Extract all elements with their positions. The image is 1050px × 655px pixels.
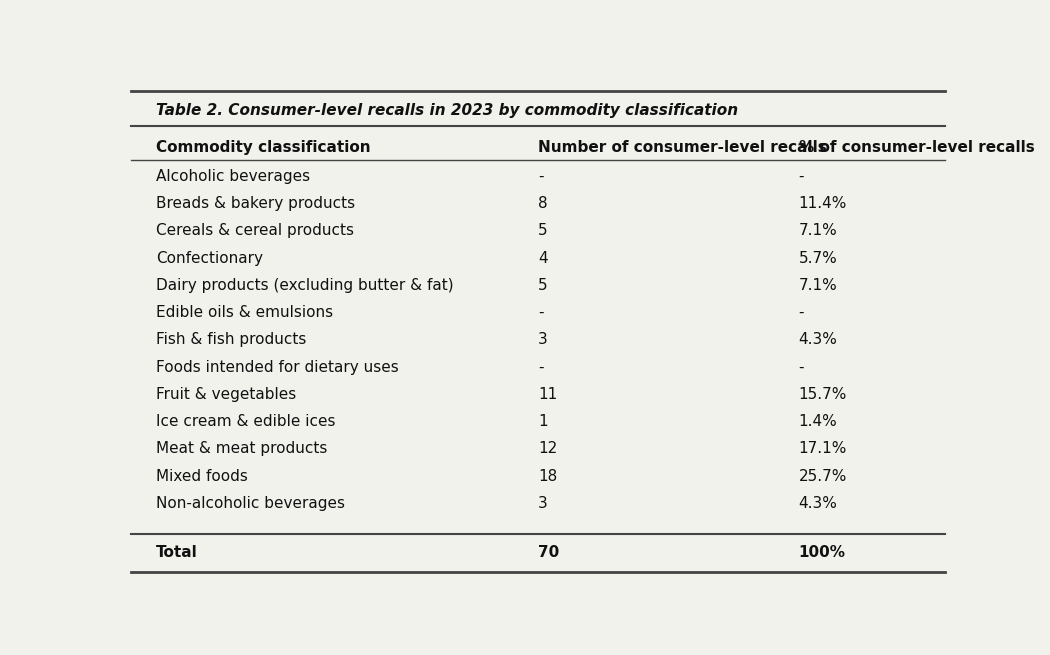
Text: Edible oils & emulsions: Edible oils & emulsions <box>155 305 333 320</box>
Text: -: - <box>538 360 544 375</box>
Text: -: - <box>538 305 544 320</box>
Text: Breads & bakery products: Breads & bakery products <box>155 196 355 211</box>
Text: 8: 8 <box>538 196 548 211</box>
Text: 4: 4 <box>538 251 548 266</box>
Text: Non-alcoholic beverages: Non-alcoholic beverages <box>155 496 344 511</box>
Text: Fish & fish products: Fish & fish products <box>155 332 306 347</box>
Text: Ice cream & edible ices: Ice cream & edible ices <box>155 414 335 429</box>
Text: Foods intended for dietary uses: Foods intended for dietary uses <box>155 360 398 375</box>
Text: 7.1%: 7.1% <box>798 278 837 293</box>
Text: 5: 5 <box>538 278 548 293</box>
Text: 4.3%: 4.3% <box>798 496 838 511</box>
Text: 12: 12 <box>538 441 558 457</box>
Text: 1: 1 <box>538 414 548 429</box>
Text: Confectionary: Confectionary <box>155 251 262 266</box>
Text: 15.7%: 15.7% <box>798 387 847 402</box>
Text: 18: 18 <box>538 468 558 483</box>
Text: 100%: 100% <box>798 545 845 559</box>
Text: Dairy products (excluding butter & fat): Dairy products (excluding butter & fat) <box>155 278 454 293</box>
Text: 4.3%: 4.3% <box>798 332 838 347</box>
Text: -: - <box>538 169 544 184</box>
Text: Commodity classification: Commodity classification <box>155 140 371 155</box>
Text: Cereals & cereal products: Cereals & cereal products <box>155 223 354 238</box>
Text: 17.1%: 17.1% <box>798 441 847 457</box>
Text: 7.1%: 7.1% <box>798 223 837 238</box>
Text: Fruit & vegetables: Fruit & vegetables <box>155 387 296 402</box>
Text: 5: 5 <box>538 223 548 238</box>
Text: -: - <box>798 169 804 184</box>
Text: -: - <box>798 305 804 320</box>
Text: 3: 3 <box>538 332 548 347</box>
Text: -: - <box>798 360 804 375</box>
Text: Total: Total <box>155 545 197 559</box>
Text: 25.7%: 25.7% <box>798 468 847 483</box>
Text: Mixed foods: Mixed foods <box>155 468 248 483</box>
Text: 1.4%: 1.4% <box>798 414 837 429</box>
Text: Meat & meat products: Meat & meat products <box>155 441 327 457</box>
Text: 11: 11 <box>538 387 558 402</box>
Text: 11.4%: 11.4% <box>798 196 847 211</box>
Text: % of consumer-level recalls: % of consumer-level recalls <box>798 140 1034 155</box>
Text: 3: 3 <box>538 496 548 511</box>
Text: 70: 70 <box>538 545 560 559</box>
Text: Alcoholic beverages: Alcoholic beverages <box>155 169 310 184</box>
Text: 5.7%: 5.7% <box>798 251 837 266</box>
Text: Table 2. Consumer-level recalls in 2023 by commodity classification: Table 2. Consumer-level recalls in 2023 … <box>155 103 738 119</box>
Text: Number of consumer-level recalls: Number of consumer-level recalls <box>538 140 827 155</box>
